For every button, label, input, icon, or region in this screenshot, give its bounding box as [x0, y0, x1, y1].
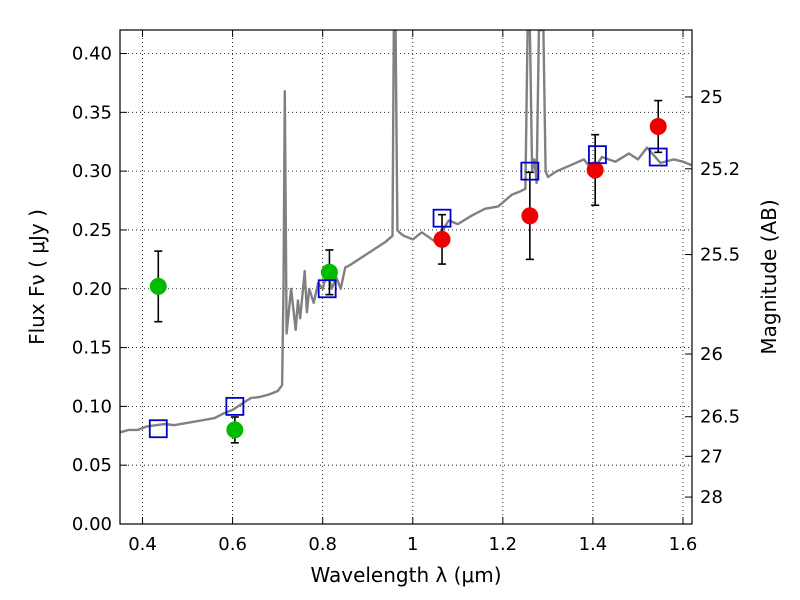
model-point: [432, 208, 452, 228]
model-point: [225, 396, 245, 416]
y-tick-label: 0.30: [72, 161, 112, 182]
data-point: [320, 263, 338, 281]
y2-axis-label: Magnitude (AB): [757, 199, 781, 354]
x-axis-label: Wavelength λ (μm): [310, 563, 501, 587]
x-tick-label: 0.8: [308, 534, 337, 555]
data-point: [649, 117, 667, 135]
x-tick-label: 1: [407, 534, 418, 555]
model-point: [588, 145, 607, 165]
y-tick-label: 0.15: [72, 338, 112, 359]
data-point: [149, 277, 167, 295]
x-tick-label: 0.4: [128, 534, 157, 555]
axis-ticks: 0.4 0.6 0.8 1 1.2 1.4 1.6 0.00 0.05 0.10 0.15 0.20 0…: [72, 30, 740, 555]
y2-tick-label: 26.5: [700, 407, 740, 428]
y2-tick-label: 26: [700, 344, 723, 365]
y-tick-label: 0.20: [72, 279, 112, 300]
model-point: [648, 147, 668, 167]
model-point: [148, 419, 168, 439]
data-point: [226, 421, 244, 439]
x-tick-label: 0.6: [218, 534, 247, 555]
y-tick-label: 0.35: [72, 102, 112, 123]
y-tick-label: 0.10: [72, 396, 112, 417]
plot-area: [120, 30, 692, 444]
y-axis-label: Flux Fν ( μJy ): [25, 209, 49, 345]
data-point: [433, 230, 451, 248]
y2-tick-label: 25.2: [700, 159, 740, 180]
y2-tick-label: 25.5: [700, 245, 740, 266]
data-point: [521, 207, 539, 225]
y-tick-label: 0.25: [72, 220, 112, 241]
spectrum-line: [120, 30, 692, 434]
model-point: [520, 161, 540, 181]
x-tick-label: 1.2: [489, 534, 518, 555]
y-tick-label: 0.00: [72, 514, 112, 535]
model-point: [317, 279, 337, 299]
plot-frame: [119, 29, 693, 525]
y-tick-label: 0.40: [72, 44, 112, 65]
data-point: [586, 161, 604, 179]
x-tick-label: 1.6: [669, 534, 698, 555]
y-tick-label: 0.05: [72, 455, 112, 476]
y2-tick-label: 25: [700, 87, 723, 108]
x-tick-label: 1.4: [579, 534, 608, 555]
y2-tick-label: 28: [700, 487, 723, 508]
y2-tick-label: 27: [700, 446, 723, 467]
